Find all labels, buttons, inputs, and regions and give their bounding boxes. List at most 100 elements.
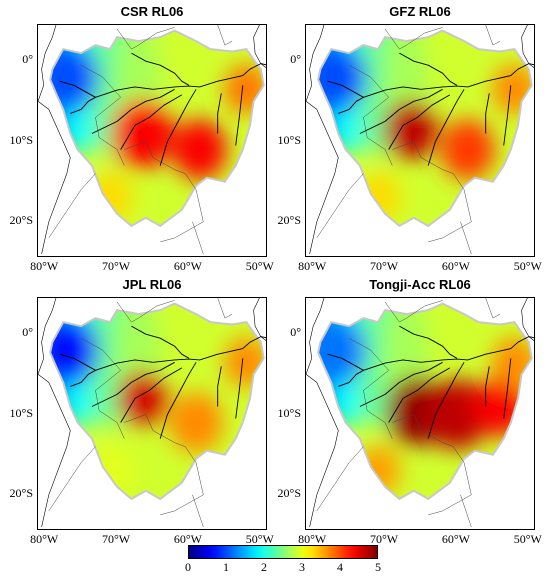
river xyxy=(359,88,443,134)
country-border xyxy=(316,173,364,239)
river xyxy=(120,367,183,423)
field-blob xyxy=(50,315,99,386)
colorbar-tick-label: 0 xyxy=(185,560,191,574)
map-frame-jpl xyxy=(37,297,267,530)
lon-tick-label: 60°W xyxy=(173,532,202,546)
country-border xyxy=(460,221,472,255)
lon-tick-label: 80°W xyxy=(298,532,327,546)
country-border xyxy=(392,141,472,243)
lat-tick-label: 20°S xyxy=(9,212,33,227)
field-blob xyxy=(169,392,224,453)
country-border xyxy=(192,494,204,528)
field-blob xyxy=(425,379,489,450)
map-svg xyxy=(306,298,534,528)
river xyxy=(70,96,96,114)
country-border xyxy=(460,494,472,528)
river xyxy=(338,369,364,387)
country-border xyxy=(485,298,501,319)
river xyxy=(95,336,266,371)
coastline xyxy=(306,25,339,255)
lat-tick-label: 10°S xyxy=(9,132,33,147)
map-frame-csr xyxy=(37,24,267,257)
field-blob xyxy=(318,42,367,113)
map-svg xyxy=(38,25,266,255)
storage-field xyxy=(318,303,532,499)
lat-tick-label: 20°S xyxy=(277,485,301,500)
river xyxy=(235,358,244,419)
panel-title: Tongji-Acc RL06 xyxy=(369,277,471,292)
country-border xyxy=(80,64,125,166)
country-border xyxy=(392,414,472,516)
river xyxy=(217,366,222,407)
country-border xyxy=(485,25,501,46)
field-blob xyxy=(50,42,99,113)
river xyxy=(399,52,458,86)
panel-title: GFZ RL06 xyxy=(389,4,451,19)
river xyxy=(327,353,364,371)
river xyxy=(217,93,222,134)
field-blob xyxy=(440,119,495,180)
lat-tick-label: 10°S xyxy=(277,132,301,147)
field-blob xyxy=(355,445,401,496)
colorbar-tick-label: 3 xyxy=(299,560,305,574)
lon-tick-label: 60°W xyxy=(441,532,470,546)
lon-tick-label: 50°W xyxy=(245,532,274,546)
map-frame-tongji xyxy=(305,297,535,530)
river xyxy=(388,94,451,150)
colorbar xyxy=(188,545,378,559)
field-blob xyxy=(87,172,133,223)
lon-tick-label: 80°W xyxy=(30,532,59,546)
field-blob xyxy=(117,370,168,427)
coastline xyxy=(38,298,71,528)
colorbar-tick-label: 5 xyxy=(375,560,381,574)
colorbar-tick-label: 4 xyxy=(337,560,343,574)
lat-tick-label: 0° xyxy=(22,52,33,67)
basin-boundary xyxy=(317,302,533,501)
colorbar-tick-label: 2 xyxy=(261,560,267,574)
storage-field xyxy=(50,303,264,499)
lat-tick-label: 20°S xyxy=(9,485,33,500)
lon-tick-label: 70°W xyxy=(370,532,399,546)
river xyxy=(95,63,266,98)
lat-tick-label: 0° xyxy=(290,325,301,340)
lon-tick-label: 80°W xyxy=(298,259,327,273)
river xyxy=(91,88,175,134)
coastline xyxy=(38,25,71,255)
river xyxy=(338,96,364,114)
lat-tick-label: 0° xyxy=(290,52,301,67)
river xyxy=(327,80,364,98)
panel-title: JPL RL06 xyxy=(122,277,182,292)
river xyxy=(59,353,96,371)
river xyxy=(91,361,175,407)
field-blob xyxy=(110,98,174,169)
river xyxy=(485,93,490,134)
river xyxy=(59,80,96,98)
river xyxy=(427,89,465,166)
river xyxy=(363,336,534,371)
river xyxy=(235,85,244,146)
panel-title: CSR RL06 xyxy=(120,4,184,19)
lon-tick-label: 50°W xyxy=(513,532,542,546)
lat-tick-label: 10°S xyxy=(277,405,301,420)
lon-tick-label: 70°W xyxy=(370,259,399,273)
country-border xyxy=(124,414,204,516)
field-blob xyxy=(355,172,401,223)
storage-field xyxy=(50,30,264,226)
lon-tick-label: 70°W xyxy=(102,532,131,546)
lon-tick-label: 80°W xyxy=(30,259,59,273)
country-border xyxy=(80,337,125,439)
country-border xyxy=(48,173,96,239)
river xyxy=(159,362,197,439)
river xyxy=(503,358,512,419)
country-border xyxy=(116,27,175,50)
basin-boundary xyxy=(317,29,533,228)
country-border xyxy=(116,300,175,323)
river xyxy=(70,369,96,387)
country-border xyxy=(348,64,393,166)
coastline xyxy=(253,25,266,69)
country-border xyxy=(48,446,96,512)
lat-tick-label: 20°S xyxy=(277,212,301,227)
river xyxy=(120,94,183,150)
river xyxy=(399,325,458,359)
country-border xyxy=(124,141,204,243)
